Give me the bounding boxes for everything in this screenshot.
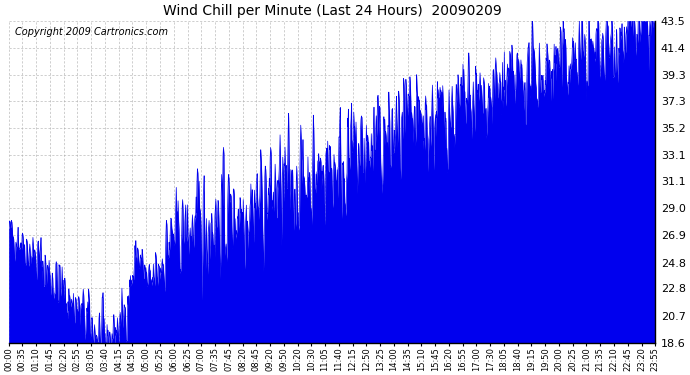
- Text: Copyright 2009 Cartronics.com: Copyright 2009 Cartronics.com: [15, 27, 168, 37]
- Title: Wind Chill per Minute (Last 24 Hours)  20090209: Wind Chill per Minute (Last 24 Hours) 20…: [163, 4, 502, 18]
